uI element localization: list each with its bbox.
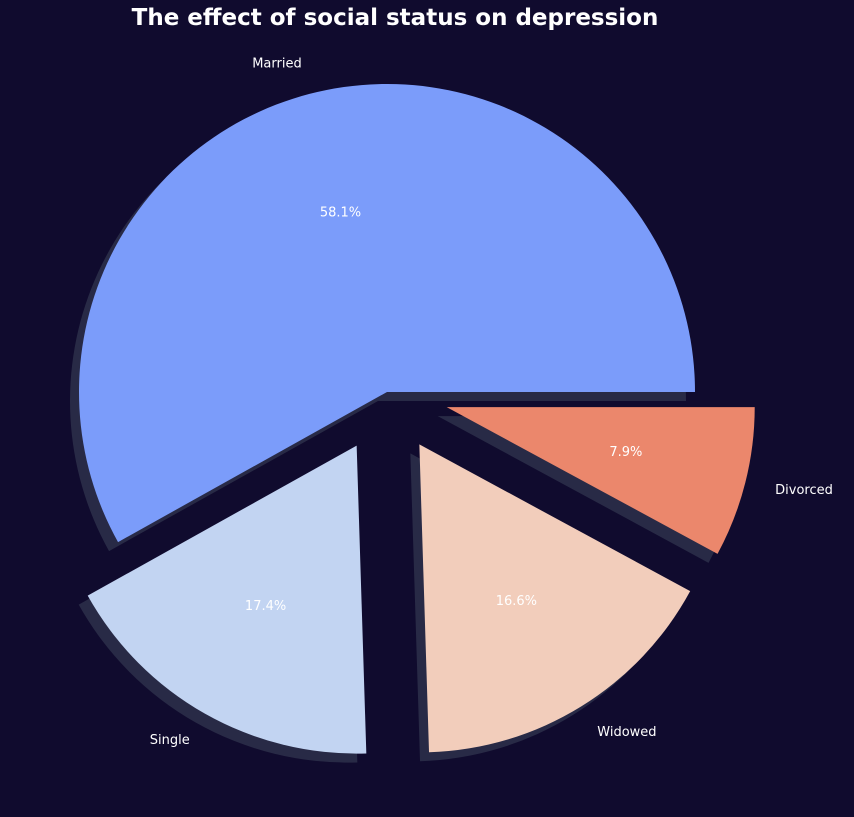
slice-label-divorced: Divorced [775,483,833,498]
pie-slice-single [87,445,367,754]
label-layer: Married 58.1% Single 17.4% Widowed 16.6% Divor… [150,57,833,748]
slice-layer [79,84,755,754]
percent-label-married: 58.1% [320,206,361,221]
slice-label-single: Single [150,733,190,748]
slice-label-widowed: Widowed [597,725,656,740]
slice-label-married: Married [252,57,302,72]
pie-slice-divorced [446,407,755,554]
percent-label-widowed: 16.6% [496,594,537,609]
percent-label-divorced: 7.9% [609,445,642,460]
pie-slice-married [79,84,696,543]
chart-title: The effect of social status on depressio… [131,5,659,31]
pie-slice-widowed [419,444,691,753]
percent-label-single: 17.4% [245,599,286,614]
